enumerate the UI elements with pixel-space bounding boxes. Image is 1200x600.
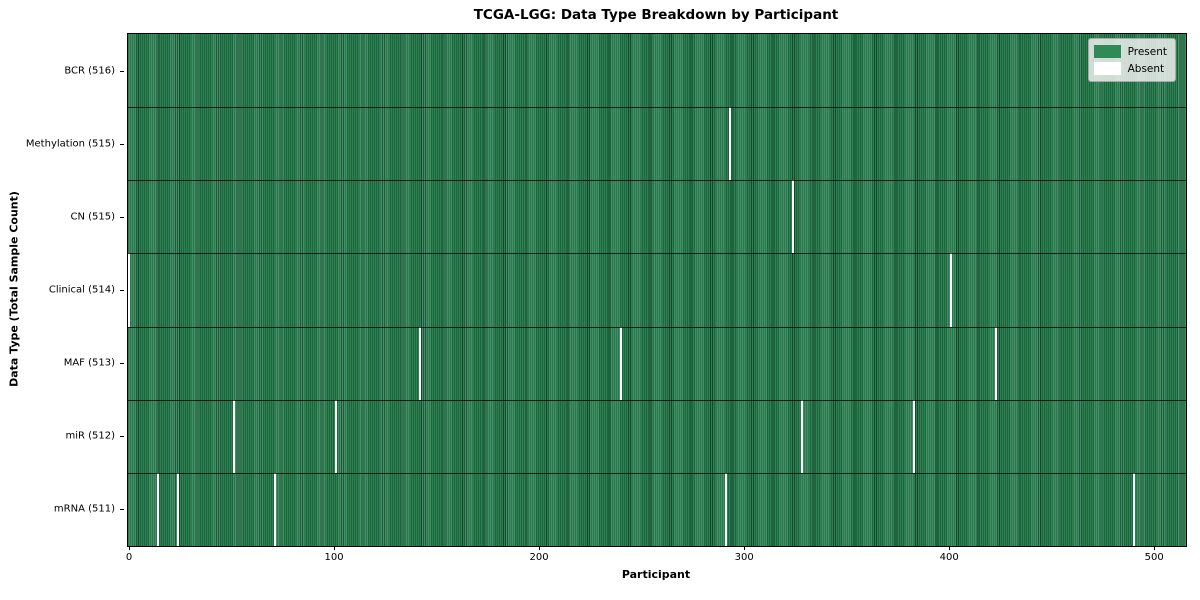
absent-cell (232, 399, 235, 473)
absent-cell (724, 472, 727, 546)
absent-cell (950, 253, 953, 327)
absent-cell (913, 399, 916, 473)
heatmap-row-Clinical (128, 253, 1186, 327)
plot-area (127, 33, 1187, 547)
absent-cell (792, 180, 795, 254)
x-tick-mark (334, 546, 336, 550)
y-tick-mark (120, 436, 124, 438)
y-tick-label-CN: CN (515) (70, 211, 115, 223)
heatmap-row-mRNA (128, 472, 1186, 546)
y-tick-mark (120, 70, 124, 72)
present-cells (128, 326, 1186, 400)
x-tick-mark (744, 546, 746, 550)
present-cells (128, 180, 1186, 254)
y-tick-mark (120, 216, 124, 218)
legend: Present Absent (1087, 38, 1176, 82)
absent-cell (728, 107, 731, 181)
y-tick-mark (120, 363, 124, 365)
present-cells (128, 253, 1186, 327)
heatmap-row-CN (128, 180, 1186, 254)
row-separator (128, 253, 1186, 255)
x-tick-mark (949, 546, 951, 550)
present-swatch-icon (1093, 45, 1121, 58)
x-tick-mark (129, 546, 131, 550)
y-tick-mark (120, 509, 124, 511)
absent-cell (419, 326, 422, 400)
y-tick-label-Clinical: Clinical (514) (48, 284, 115, 296)
heatmap-row-miR (128, 399, 1186, 473)
x-tick-label-100: 100 (324, 552, 344, 563)
row-separator (128, 326, 1186, 328)
legend-label-absent: Absent (1127, 62, 1165, 75)
chart-title: TCGA-LGG: Data Type Breakdown by Partici… (473, 7, 839, 23)
x-tick-label-500: 500 (1144, 552, 1164, 563)
absent-cell (995, 326, 998, 400)
absent-cell (1132, 472, 1135, 546)
y-tick-label-Methylation: Methylation (515) (25, 138, 115, 150)
y-tick-mark (120, 290, 124, 291)
x-tick-mark (539, 546, 541, 550)
absent-swatch-icon (1093, 62, 1121, 75)
x-tick-label-0: 0 (125, 552, 133, 563)
heatmap-row-Methylation (128, 107, 1186, 181)
y-tick-label-mRNA: mRNA (511) (53, 503, 115, 515)
x-tick-label-400: 400 (939, 552, 959, 563)
y-tick-label-BCR: BCR (516) (64, 65, 115, 77)
heatmap-row-BCR (128, 34, 1186, 108)
legend-label-present: Present (1127, 45, 1167, 58)
row-separator (128, 180, 1186, 182)
present-cells (128, 34, 1186, 108)
present-cells (128, 399, 1186, 473)
absent-cell (177, 472, 180, 546)
x-tick-mark (1154, 546, 1156, 550)
legend-item-present: Present (1093, 43, 1167, 60)
y-tick-label-miR: miR (512) (65, 430, 115, 442)
absent-cell (128, 253, 131, 327)
x-tick-label-300: 300 (734, 552, 754, 563)
absent-cell (273, 472, 276, 546)
heatmap-row-MAF (128, 326, 1186, 400)
y-tick-label-MAF: MAF (513) (63, 357, 115, 369)
row-separator (128, 472, 1186, 474)
x-tick-label-200: 200 (529, 552, 549, 563)
absent-cell (620, 326, 623, 400)
row-separator (128, 107, 1186, 109)
y-tick-mark (120, 143, 124, 145)
absent-cell (156, 472, 159, 546)
x-axis-label: Participant (621, 568, 691, 581)
present-cells (128, 107, 1186, 181)
legend-item-absent: Absent (1093, 60, 1167, 77)
row-separator (128, 399, 1186, 401)
absent-cell (335, 399, 338, 473)
absent-cell (800, 399, 803, 473)
present-cells (128, 472, 1186, 546)
